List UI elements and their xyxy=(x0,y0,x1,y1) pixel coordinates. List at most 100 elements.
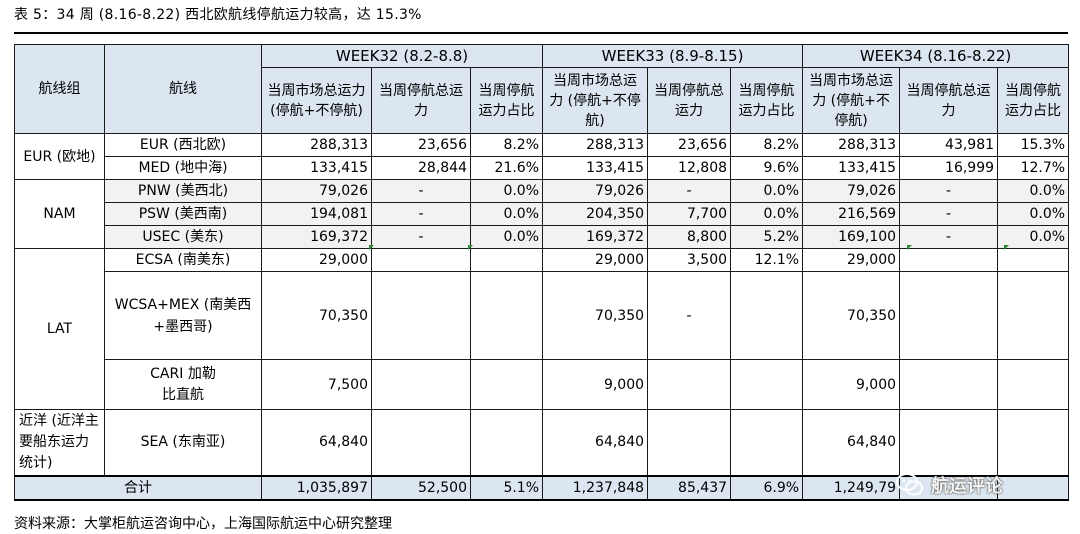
data-cell xyxy=(997,271,1070,360)
data-cell xyxy=(997,359,1070,410)
data-cell xyxy=(647,409,732,476)
data-cell: - xyxy=(899,225,999,249)
data-cell: 0.0% xyxy=(469,202,544,226)
watermark: 航运评论 xyxy=(895,470,1003,500)
data-cell: 1,237,848 xyxy=(542,474,649,501)
data-cell: - xyxy=(371,225,471,249)
watermark-text: 航运评论 xyxy=(931,476,1003,497)
data-cell: 64,840 xyxy=(261,409,372,476)
data-cell: 169,100 xyxy=(802,225,901,249)
week33-header: WEEK33 (8.9-8.15) xyxy=(542,44,804,68)
data-cell: 5.1% xyxy=(469,474,544,501)
data-cell: 5.2% xyxy=(730,225,804,249)
data-cell: 8.2% xyxy=(730,133,804,157)
data-cell: 79,026 xyxy=(261,179,372,203)
data-cell xyxy=(469,271,544,360)
data-cell xyxy=(899,248,999,272)
data-cell: 0.0% xyxy=(997,179,1070,203)
data-cell xyxy=(730,409,804,476)
capacity-header: 当周市场总运力 (停航+不停航) xyxy=(542,67,649,134)
wechat-icon xyxy=(896,473,923,496)
top-rule xyxy=(14,32,1068,34)
suspended-header: 当周停航总运力 xyxy=(899,67,999,134)
week32-header: WEEK32 (8.2-8.8) xyxy=(260,44,544,68)
data-cell: - xyxy=(371,179,471,203)
route-cell: PSW (美西南) xyxy=(104,202,262,226)
route-cell: WCSA+MEX (南美西+墨西哥) xyxy=(104,271,262,360)
data-cell xyxy=(899,409,999,476)
data-cell: 0.0% xyxy=(469,179,544,203)
table-row: USEC (美东) 169,372 - 0.0% 169,372 8,800 5… xyxy=(14,225,1070,249)
data-cell: 3,500 xyxy=(647,248,732,272)
data-cell xyxy=(997,409,1070,476)
table-row: 近洋 (近洋主要船东运力统计) SEA (东南亚) 64,840 64,840 … xyxy=(14,409,1070,476)
data-cell: 23,656 xyxy=(371,133,471,157)
data-cell xyxy=(730,271,804,360)
data-cell: - xyxy=(899,179,999,203)
data-cell: 1,249,79 xyxy=(802,474,901,501)
data-cell: 216,569 xyxy=(802,202,901,226)
data-cell: 12,808 xyxy=(647,156,732,180)
data-cell: - xyxy=(647,179,732,203)
data-cell: - xyxy=(899,202,999,226)
data-cell xyxy=(371,248,471,272)
comment-marker-icon xyxy=(369,245,374,250)
table-row: CARI 加勒比直航 7,500 9,000 9,000 xyxy=(15,359,1070,410)
data-cell xyxy=(647,359,732,410)
data-cell: 169,372 xyxy=(542,225,649,249)
data-cell: 12.1% xyxy=(730,248,804,272)
data-cell: 133,415 xyxy=(802,156,901,180)
route-header: 航线 xyxy=(104,44,262,134)
data-cell xyxy=(371,359,471,410)
data-cell xyxy=(997,474,1070,501)
data-cell xyxy=(469,409,544,476)
data-cell: 9,000 xyxy=(542,359,649,410)
data-cell: 70,350 xyxy=(261,271,372,360)
data-cell: 1,035,897 xyxy=(261,474,372,501)
data-cell xyxy=(371,271,471,360)
data-cell: 8.2% xyxy=(469,133,544,157)
group-cell: LAT xyxy=(14,248,105,410)
route-cell: CARI 加勒比直航 xyxy=(104,359,262,410)
suspended-header: 当周停航总运力 xyxy=(647,67,732,134)
data-cell: 204,350 xyxy=(542,202,649,226)
data-cell: 15.3% xyxy=(997,133,1070,157)
table-row: MED (地中海) 133,415 28,844 21.6% 133,415 1… xyxy=(15,156,1070,180)
data-cell xyxy=(371,409,471,476)
capacity-table: 航线组 航线 WEEK32 (8.2-8.8) WEEK33 (8.9-8.15… xyxy=(14,44,1070,501)
data-cell: 133,415 xyxy=(261,156,372,180)
data-cell: 0.0% xyxy=(997,225,1070,249)
route-cell: ECSA (南美东) xyxy=(104,248,262,272)
data-cell: 0.0% xyxy=(730,202,804,226)
source-note: 资料来源：大掌柜航运咨询中心，上海国际航运中心研究整理 xyxy=(14,516,392,532)
week34-header: WEEK34 (8.16-8.22) xyxy=(802,44,1070,68)
data-cell xyxy=(899,474,999,501)
data-cell: 133,415 xyxy=(542,156,649,180)
data-cell: 8,800 xyxy=(647,225,732,249)
data-cell: 7,500 xyxy=(261,359,372,410)
suspended-header: 当周停航总运力 xyxy=(371,67,471,134)
comment-marker-icon xyxy=(468,245,473,250)
group-cell: 近洋 (近洋主要船东运力统计) xyxy=(14,409,105,476)
data-cell: 29,000 xyxy=(802,248,901,272)
data-cell: 288,313 xyxy=(261,133,372,157)
group-cell: EUR (欧地) xyxy=(14,133,105,180)
total-label: 合计 xyxy=(14,474,262,501)
data-cell xyxy=(997,248,1070,272)
data-cell: 70,350 xyxy=(542,271,649,360)
data-cell: 79,026 xyxy=(542,179,649,203)
data-cell: 28,844 xyxy=(371,156,471,180)
ratio-header: 当周停航运力占比 xyxy=(730,67,804,134)
route-cell: USEC (美东) xyxy=(104,225,262,249)
route-cell: MED (地中海) xyxy=(104,156,262,180)
ratio-header: 当周停航运力占比 xyxy=(997,67,1070,134)
data-cell xyxy=(899,359,999,410)
table-row: LAT ECSA (南美东) 29,000 29,000 3,500 12.1%… xyxy=(14,248,1070,410)
data-cell xyxy=(469,248,544,272)
table-row: NAM PNW (美西北) 79,026 - 0.0% 79,026 - 0.0… xyxy=(14,179,1070,249)
ratio-header: 当周停航运力占比 xyxy=(469,67,544,134)
comment-marker-icon xyxy=(1004,245,1009,250)
route-cell: PNW (美西北) xyxy=(104,179,262,203)
data-cell xyxy=(469,359,544,410)
group-header: 航线组 xyxy=(14,44,105,134)
